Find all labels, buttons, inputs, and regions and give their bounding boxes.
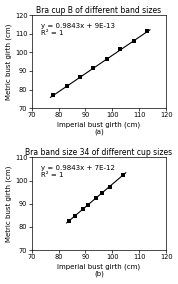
Point	[68, 218, 71, 223]
Y-axis label: Metric bust girth (cm): Metric bust girth (cm)	[6, 166, 12, 242]
Point	[73, 214, 76, 218]
Text: (a): (a)	[94, 128, 104, 135]
Point	[108, 184, 111, 189]
X-axis label: Imperial bust girth (cm): Imperial bust girth (cm)	[57, 121, 140, 128]
Point	[106, 57, 108, 61]
Title: Bra band size 34 of different cup sizes: Bra band size 34 of different cup sizes	[25, 148, 172, 156]
Point	[100, 191, 103, 196]
Point	[146, 29, 149, 34]
X-axis label: Imperial bust girth (cm): Imperial bust girth (cm)	[57, 263, 140, 270]
Point	[81, 207, 84, 212]
Point	[119, 47, 122, 52]
Point	[52, 93, 55, 98]
Text: (b): (b)	[94, 270, 104, 277]
Point	[79, 75, 82, 80]
Text: y = 0.9843x + 9E-13
R² = 1: y = 0.9843x + 9E-13 R² = 1	[41, 23, 115, 36]
Point	[92, 66, 95, 71]
Title: Bra cup B of different band sizes: Bra cup B of different band sizes	[36, 6, 161, 14]
Point	[132, 38, 135, 43]
Text: y = 0.9843x + 7E-12
R² = 1: y = 0.9843x + 7E-12 R² = 1	[41, 165, 115, 178]
Point	[122, 173, 125, 177]
Point	[95, 195, 98, 200]
Point	[65, 84, 68, 89]
Point	[87, 202, 90, 207]
Y-axis label: Metric bust girth (cm): Metric bust girth (cm)	[6, 24, 12, 100]
